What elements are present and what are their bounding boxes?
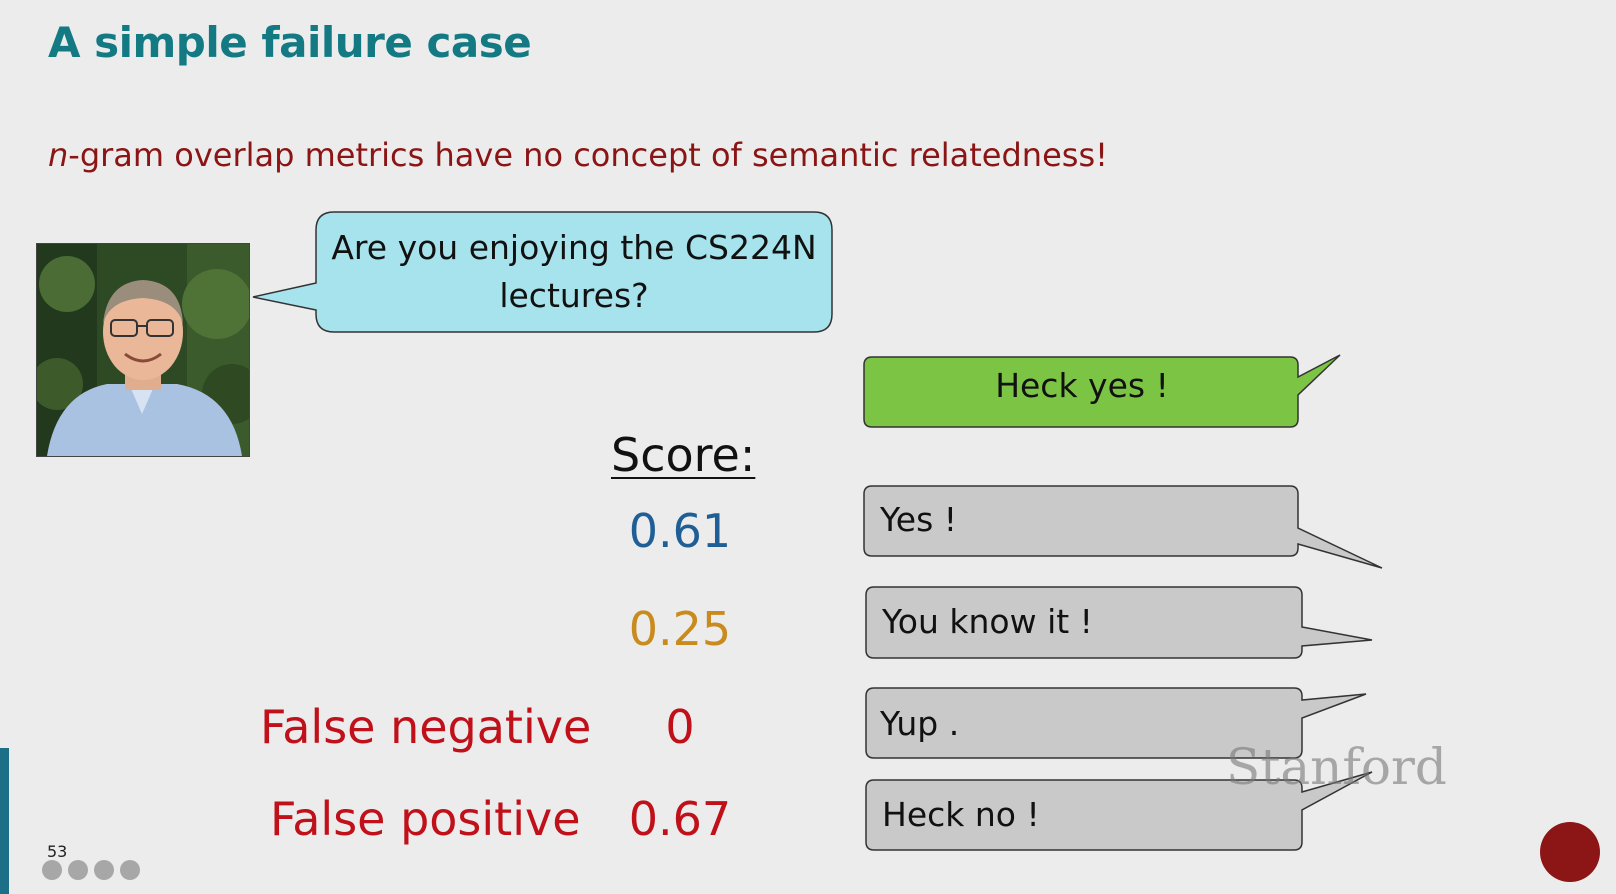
nav-prev-icon[interactable]: [42, 860, 62, 880]
candidate-text-1: Yes !: [880, 500, 957, 539]
nav-next-icon[interactable]: [94, 860, 114, 880]
left-accent-bar: [0, 748, 9, 894]
question-bubble: [252, 211, 833, 333]
page-number: 53: [47, 842, 68, 861]
speaker-photo: [36, 243, 250, 457]
question-text: Are you enjoying the CS224N lectures?: [331, 228, 817, 315]
candidate-text-4: Heck no !: [882, 795, 1040, 834]
candidate-bubble-4: [865, 771, 1373, 851]
false-negative-label: False negative: [260, 700, 592, 754]
slide-title: A simple failure case: [48, 18, 532, 67]
score-value-1: 0.61: [628, 504, 732, 558]
subtitle-n: n: [48, 136, 69, 174]
subtitle-text: -gram overlap metrics have no concept of…: [68, 136, 1108, 174]
reference-text: Heck yes !: [995, 366, 1169, 405]
candidate-text-2: You know it !: [882, 602, 1093, 641]
candidate-bubble-2: [865, 586, 1373, 659]
score-header: Score:: [611, 428, 756, 482]
false-positive-label: False positive: [270, 792, 581, 846]
candidate-bubble-1: [863, 485, 1383, 569]
stanford-seal-icon: [1540, 822, 1600, 882]
score-value-4: 0.67: [628, 792, 732, 846]
slide-nav-controls[interactable]: [18, 858, 158, 894]
stanford-logo: Stanford: [1226, 738, 1447, 796]
candidate-bubble-3: [865, 687, 1367, 759]
score-value-2: 0.25: [628, 602, 732, 656]
nav-menu-icon[interactable]: [68, 860, 88, 880]
score-value-3: 0: [665, 700, 695, 754]
reference-bubble: [863, 354, 1341, 428]
slide-subtitle: n-gram overlap metrics have no concept o…: [48, 136, 1108, 174]
nav-more-icon[interactable]: [120, 860, 140, 880]
candidate-text-3: Yup .: [880, 704, 960, 743]
